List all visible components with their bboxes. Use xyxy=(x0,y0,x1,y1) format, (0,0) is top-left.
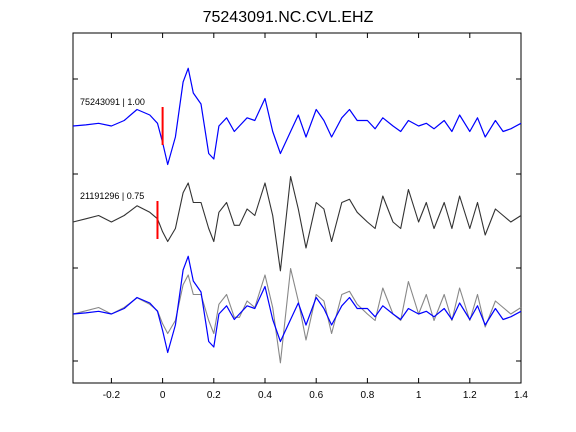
x-tick-label: 0.2 xyxy=(207,390,221,401)
plot-area: -0.2 0 0.2 0.4 0.6 0.8 1 1.2 1.4 75243091 | 1.00 2… xyxy=(72,32,528,401)
trace-blue-line xyxy=(72,67,522,166)
x-tick-label: 0 xyxy=(160,390,166,401)
x-tick-label: 1.4 xyxy=(514,390,528,401)
overlay-gray-line xyxy=(72,267,522,364)
trace-label-1: 75243091 | 1.00 xyxy=(80,97,145,107)
x-tick-label: 0.4 xyxy=(258,390,272,401)
overlay-blue-line xyxy=(72,255,522,354)
trace-label-2: 21191296 | 0.75 xyxy=(80,191,144,201)
chart-title: 75243091.NC.CVL.EHZ xyxy=(203,9,374,26)
trace-gray-line xyxy=(72,175,522,272)
x-tick-label: 0.6 xyxy=(309,390,323,401)
x-tick-label: -0.2 xyxy=(103,390,121,401)
x-tick-label: 0.8 xyxy=(360,390,374,401)
plot-frame xyxy=(72,32,522,384)
x-tick-label: 1.2 xyxy=(463,390,477,401)
x-tick-label: 1 xyxy=(416,390,422,401)
